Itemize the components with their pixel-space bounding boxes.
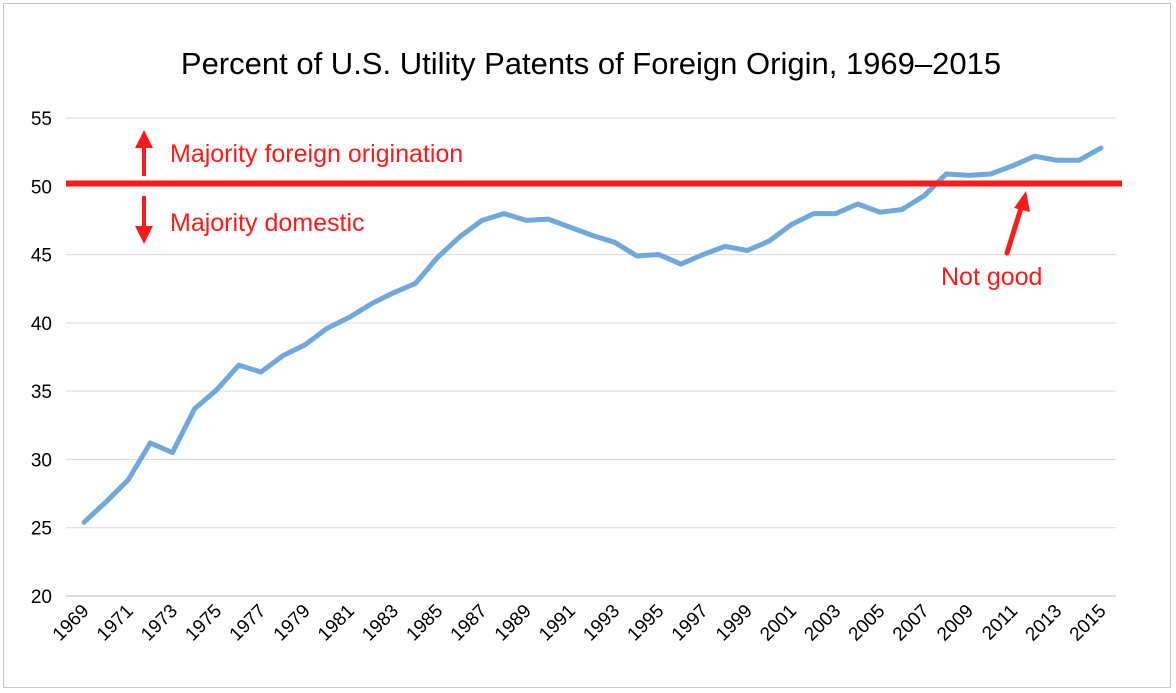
gridlines <box>66 117 1116 597</box>
y-tick-label: 35 <box>31 382 52 403</box>
x-tick-label: 1979 <box>270 601 315 646</box>
pointer-arrow-icon <box>1014 191 1030 212</box>
x-tick-label: 1969 <box>49 601 94 646</box>
annotation-majority-foreign: Majority foreign origination <box>170 140 463 168</box>
x-axis-ticks: 1969 1971 1973 1975 1977 1979 1981 1983 1985 1987… <box>49 601 1111 646</box>
x-tick-label: 1985 <box>403 601 448 646</box>
x-tick-label: 1999 <box>712 601 757 646</box>
x-tick-label: 2005 <box>845 601 890 646</box>
x-tick-label: 2001 <box>756 601 801 646</box>
x-tick-label: 1975 <box>181 601 226 646</box>
x-tick-label: 1981 <box>314 601 359 646</box>
series-layer <box>81 145 1104 525</box>
annotations-layer: Majority foreign origination Majority do… <box>170 140 1042 291</box>
x-tick-label: 1983 <box>358 601 403 646</box>
annotation-majority-domestic: Majority domestic <box>170 209 365 237</box>
x-tick-label: 1989 <box>491 601 536 646</box>
x-tick-label: 1977 <box>226 601 271 646</box>
x-tick-label: 2007 <box>889 601 934 646</box>
x-tick-label: 1971 <box>93 601 138 646</box>
chart-frame: Percent of U.S. Utility Patents of Forei… <box>3 3 1171 688</box>
pointer-arrow-icon-shaft <box>1004 205 1024 256</box>
chart-title: Percent of U.S. Utility Patents of Forei… <box>181 46 1001 81</box>
x-tick-label: 2013 <box>1022 601 1067 646</box>
y-tick-label: 30 <box>31 450 52 471</box>
x-tick-label: 1997 <box>668 601 713 646</box>
series-line-0 <box>81 145 1104 525</box>
x-tick-label: 2009 <box>933 601 978 646</box>
line-chart: Percent of U.S. Utility Patents of Forei… <box>31 46 1122 646</box>
y-axis-ticks: 20 25 30 35 40 45 50 55 <box>31 109 52 608</box>
x-tick-label: 1995 <box>624 601 669 646</box>
x-tick-label: 1973 <box>137 601 182 646</box>
arrow-down-icon <box>135 226 153 244</box>
y-tick-label: 50 <box>31 177 52 198</box>
arrow-up-icon <box>135 130 153 148</box>
x-tick-label: 1987 <box>447 601 492 646</box>
y-tick-label: 20 <box>31 587 52 608</box>
annotation-not-good: Not good <box>941 263 1042 291</box>
x-tick-label: 1991 <box>535 601 580 646</box>
x-tick-label: 2011 <box>978 601 1022 645</box>
y-tick-label: 55 <box>31 109 52 130</box>
x-tick-label: 1993 <box>579 601 624 646</box>
y-tick-label: 45 <box>31 246 52 267</box>
x-tick-label: 2015 <box>1066 601 1111 646</box>
y-tick-label: 25 <box>31 519 52 540</box>
y-tick-label: 40 <box>31 314 52 335</box>
x-tick-label: 2003 <box>800 601 845 646</box>
majority-threshold-layer <box>66 130 1122 256</box>
